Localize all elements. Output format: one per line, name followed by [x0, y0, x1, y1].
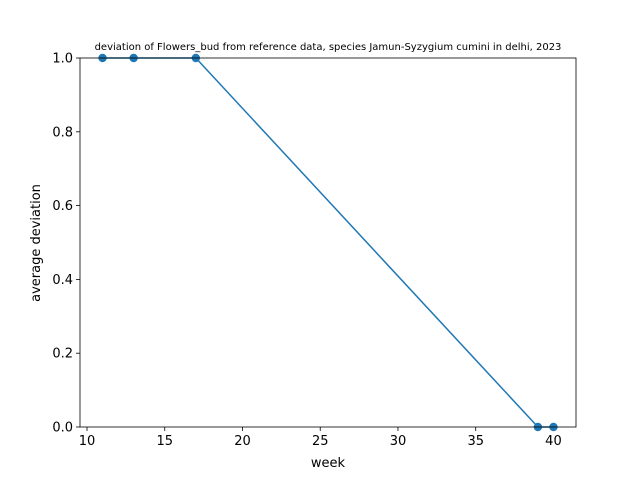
- x-tick-label-35: 35: [467, 434, 484, 449]
- y-tick-label-0.0: 0.0: [52, 421, 73, 436]
- y-tick-label-0.4: 0.4: [52, 273, 73, 288]
- y-tick-label-1.0: 1.0: [52, 52, 73, 67]
- x-tick-label-15: 15: [156, 434, 173, 449]
- x-tick-label-25: 25: [312, 434, 329, 449]
- chart-title: deviation of Flowers_bud from reference …: [95, 42, 562, 53]
- axes-frame: [79, 57, 577, 428]
- y-tick-label-0.6: 0.6: [52, 199, 73, 214]
- plot-area: 10 15 20 25 30 35 40 0.0 0.2 0.4 0.6 0.8 1.0: [52, 52, 577, 449]
- x-axis-label: week: [311, 456, 346, 471]
- y-tick-label-0.8: 0.8: [52, 125, 73, 140]
- x-tick-label-20: 20: [234, 434, 251, 449]
- y-tick-label-0.2: 0.2: [52, 347, 73, 362]
- y-axis-label: average deviation: [29, 184, 44, 302]
- x-tick-label-10: 10: [79, 434, 96, 449]
- x-tick-label-40: 40: [545, 434, 562, 449]
- x-tick-label-30: 30: [390, 434, 407, 449]
